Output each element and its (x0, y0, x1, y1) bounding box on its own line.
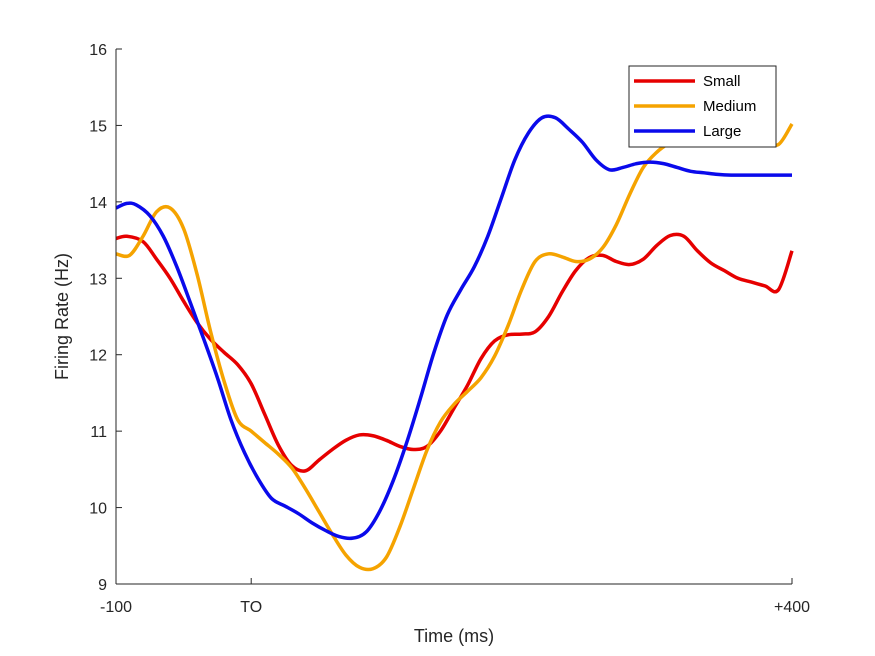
x-tick-label: TO (240, 599, 262, 616)
x-axis-label: Time (ms) (414, 626, 494, 646)
series-line-large (115, 114, 792, 541)
y-tick-label: 12 (89, 348, 107, 365)
x-ticks: -100 TO +400 (100, 578, 810, 616)
y-axis-label: Firing Rate (Hz) (52, 253, 72, 380)
y-tick-label: 16 (89, 42, 107, 59)
axes: 9 10 11 12 13 14 15 16 -100 TO +400 (89, 42, 810, 616)
legend-items: Small Medium Large (634, 73, 756, 140)
y-tick-label: 13 (89, 271, 107, 288)
series-line-small (115, 232, 794, 473)
y-tick-label: 15 (89, 118, 107, 135)
x-tick-label: -100 (100, 599, 132, 616)
y-ticks: 9 10 11 12 13 14 15 16 (89, 42, 122, 594)
legend-label: Large (703, 123, 741, 140)
x-tick-label: +400 (774, 599, 810, 616)
y-tick-label: 10 (89, 501, 107, 518)
y-tick-label: 11 (90, 424, 107, 441)
legend: Small Medium Large (628, 65, 777, 148)
y-tick-label: 14 (89, 195, 107, 212)
y-tick-label: 9 (98, 577, 107, 594)
legend-label: Medium (703, 98, 756, 115)
legend-label: Small (703, 73, 741, 90)
